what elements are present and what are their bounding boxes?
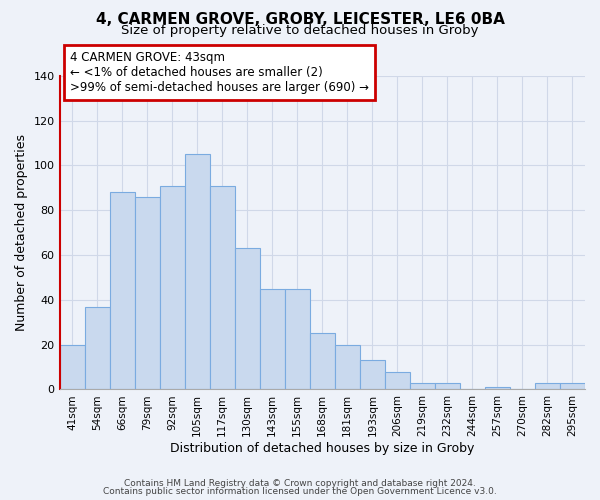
Bar bbox=[160, 186, 185, 390]
Bar bbox=[235, 248, 260, 390]
Text: 4, CARMEN GROVE, GROBY, LEICESTER, LE6 0BA: 4, CARMEN GROVE, GROBY, LEICESTER, LE6 0… bbox=[95, 12, 505, 28]
Y-axis label: Number of detached properties: Number of detached properties bbox=[15, 134, 28, 331]
X-axis label: Distribution of detached houses by size in Groby: Distribution of detached houses by size … bbox=[170, 442, 475, 455]
Text: Size of property relative to detached houses in Groby: Size of property relative to detached ho… bbox=[121, 24, 479, 37]
Bar bbox=[260, 288, 285, 390]
Text: Contains HM Land Registry data © Crown copyright and database right 2024.: Contains HM Land Registry data © Crown c… bbox=[124, 478, 476, 488]
Bar bbox=[110, 192, 134, 390]
Bar bbox=[285, 288, 310, 390]
Bar bbox=[385, 372, 410, 390]
Bar bbox=[535, 382, 560, 390]
Bar bbox=[360, 360, 385, 390]
Text: 4 CARMEN GROVE: 43sqm
← <1% of detached houses are smaller (2)
>99% of semi-deta: 4 CARMEN GROVE: 43sqm ← <1% of detached … bbox=[70, 50, 369, 94]
Bar bbox=[134, 197, 160, 390]
Bar bbox=[310, 334, 335, 390]
Bar bbox=[335, 344, 360, 390]
Bar bbox=[435, 382, 460, 390]
Bar bbox=[209, 186, 235, 390]
Bar bbox=[410, 382, 435, 390]
Bar bbox=[185, 154, 209, 390]
Bar bbox=[59, 344, 85, 390]
Bar bbox=[485, 387, 510, 390]
Text: Contains public sector information licensed under the Open Government Licence v3: Contains public sector information licen… bbox=[103, 487, 497, 496]
Bar bbox=[560, 382, 585, 390]
Bar bbox=[85, 306, 110, 390]
